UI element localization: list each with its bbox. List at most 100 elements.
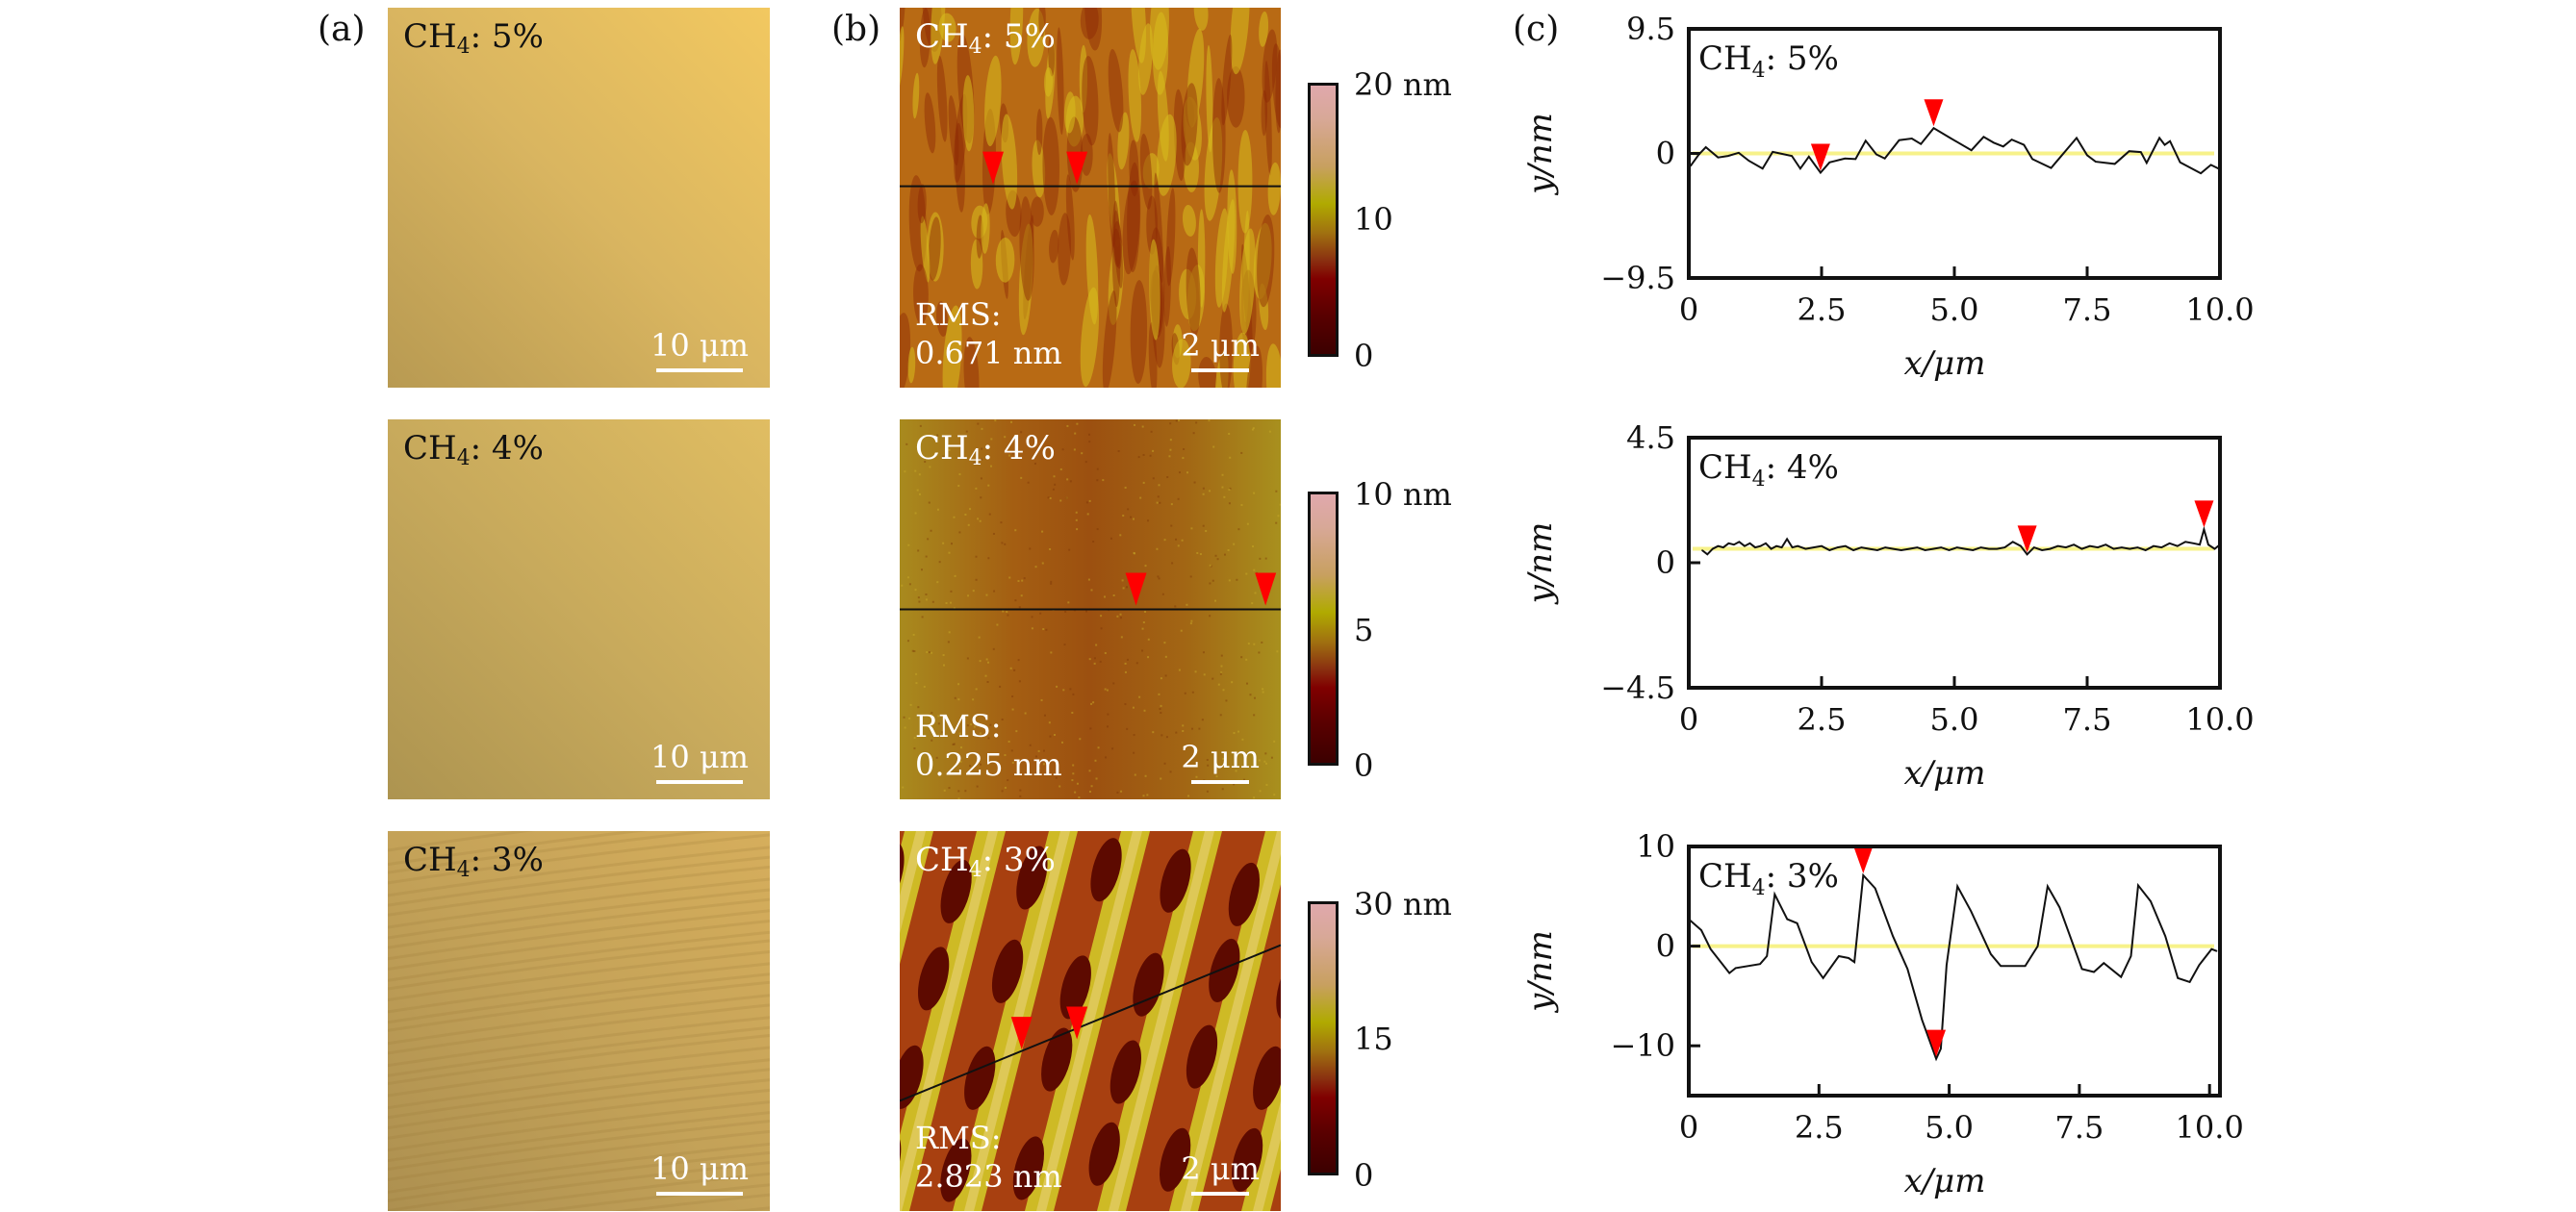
afm-grain: [1047, 496, 1050, 499]
afm-grain: [1214, 554, 1217, 557]
afm-grain: [975, 688, 978, 691]
afm-grain: [1018, 680, 1021, 683]
profile-point: [2050, 167, 2053, 169]
afm-texture: [900, 8, 1281, 388]
profile-point: [2036, 946, 2039, 947]
profile-point: [1722, 546, 1724, 548]
afm-grain: [1270, 756, 1273, 759]
afm-streak: [1027, 8, 1045, 67]
optical-texture: [388, 8, 770, 388]
afm-streak: [913, 264, 929, 325]
afm-grain: [1007, 614, 1009, 617]
afm-streak: [1212, 78, 1226, 193]
afm-grain: [1265, 762, 1268, 765]
afm-grain: [1034, 566, 1037, 568]
afm-grain: [964, 513, 967, 516]
afm-grain: [1177, 497, 1180, 500]
profile-point: [2163, 144, 2166, 146]
afm-grain: [1166, 476, 1169, 479]
afm-grain: [976, 459, 979, 462]
afm-streak: [1139, 133, 1153, 210]
surface-ripple: [388, 939, 770, 991]
afm-grain: [904, 726, 906, 729]
plot-frame: [1687, 845, 2222, 1098]
afm-grain: [1161, 593, 1164, 595]
profile-marker: [1926, 1029, 1947, 1057]
profile-point: [1786, 538, 1788, 541]
afm-grain: [1240, 656, 1243, 659]
afm-grain: [992, 647, 995, 650]
ch4-prefix: CH: [915, 841, 969, 879]
profile-point: [2129, 150, 2130, 152]
afm-grain: [1253, 696, 1256, 699]
profile-point: [1759, 963, 1761, 965]
afm-grain: [950, 543, 953, 545]
afm-grain: [914, 589, 917, 592]
afm-grain: [1124, 703, 1127, 706]
afm-grain: [1002, 610, 1005, 613]
scale-bar-line: [1191, 368, 1250, 372]
afm-streak: [1129, 139, 1139, 197]
profile-point: [1766, 955, 1768, 957]
afm-grain: [947, 641, 950, 644]
afm-streak: [1149, 239, 1160, 341]
profile-point: [2059, 157, 2061, 159]
profile-point: [2000, 965, 2002, 967]
afm-grain: [1180, 629, 1183, 632]
afm-grain: [1007, 779, 1009, 782]
afm-grain: [954, 696, 956, 699]
afm-grain: [1117, 450, 1120, 453]
surface-ripple: [388, 1100, 770, 1152]
profile-point: [2073, 543, 2075, 545]
afm-grain: [1011, 708, 1014, 711]
colorbar-row-1: [1308, 83, 1339, 357]
colorbar-row-3: [1308, 901, 1339, 1175]
afm-streak: [927, 212, 944, 282]
afm-streak: [1245, 345, 1262, 388]
afm-grain: [924, 461, 927, 464]
afm-grain: [1246, 522, 1249, 525]
afm-grain: [1240, 451, 1243, 454]
afm-streak: [1080, 133, 1093, 176]
x-tick-label: 5.0: [1930, 291, 1979, 328]
afm-grain: [1233, 783, 1236, 786]
afm-grain: [950, 601, 953, 604]
afm-grain: [1184, 692, 1186, 694]
afm-pit: [1109, 1040, 1142, 1104]
afm-grain: [1092, 541, 1095, 543]
afm-grain: [1096, 467, 1099, 470]
ch4-label: CH4: 4%: [915, 429, 1056, 470]
afm-streak: [1044, 66, 1054, 97]
afm-grain: [914, 512, 917, 515]
afm-grain: [1243, 778, 1246, 781]
scale-bar: 2 μm: [1181, 1153, 1260, 1196]
afm-grain: [1149, 454, 1152, 457]
afm-grain: [962, 731, 965, 734]
afm-grain: [1119, 534, 1122, 537]
afm-grain: [975, 555, 978, 558]
afm-grain: [980, 458, 982, 461]
afm-grain: [1169, 422, 1172, 425]
afm-grain: [1276, 650, 1279, 653]
profile-marker: [2017, 525, 2037, 553]
afm-grain: [1150, 430, 1153, 433]
afm-grain: [1041, 562, 1044, 565]
afm-grain: [1163, 642, 1166, 644]
afm-grain: [960, 746, 963, 749]
x-axis-label: x/μm: [1904, 344, 1986, 383]
afm-grain: [1186, 603, 1188, 606]
afm-pit: [940, 859, 972, 923]
afm-grain: [1141, 425, 1144, 428]
afm-grain: [1042, 628, 1045, 631]
afm-grain: [1156, 501, 1159, 504]
profile-point: [1853, 961, 1855, 963]
profile-point: [1980, 546, 1982, 548]
afm-streak: [962, 75, 975, 152]
afm-grain: [1097, 746, 1100, 749]
afm-grain: [1040, 698, 1043, 701]
afm-grain: [989, 723, 992, 726]
afm-grain: [1054, 483, 1057, 486]
afm-grain: [1252, 427, 1255, 430]
afm-streak: [1079, 44, 1088, 114]
afm-grain: [911, 649, 914, 652]
